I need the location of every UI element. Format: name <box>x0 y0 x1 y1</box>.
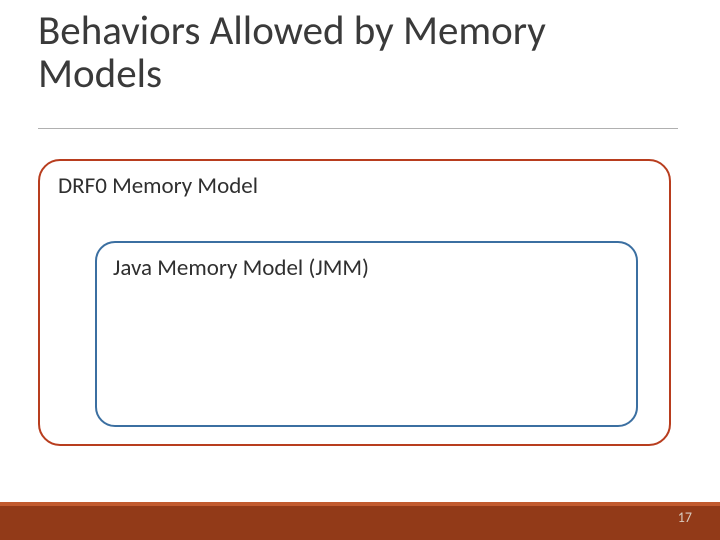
title-underline <box>38 128 678 129</box>
page-number: 17 <box>678 509 692 526</box>
slide: Behaviors Allowed by Memory Models DRF0 … <box>0 0 720 540</box>
inner-box-label: Java Memory Model (JMM) <box>113 254 369 282</box>
outer-box-label: DRF0 Memory Model <box>58 172 258 200</box>
footer-bar <box>0 506 720 540</box>
title-line-2: Models <box>38 49 162 99</box>
footer-bar-accent <box>0 502 720 506</box>
page-title: Behaviors Allowed by Memory Models <box>38 10 678 96</box>
